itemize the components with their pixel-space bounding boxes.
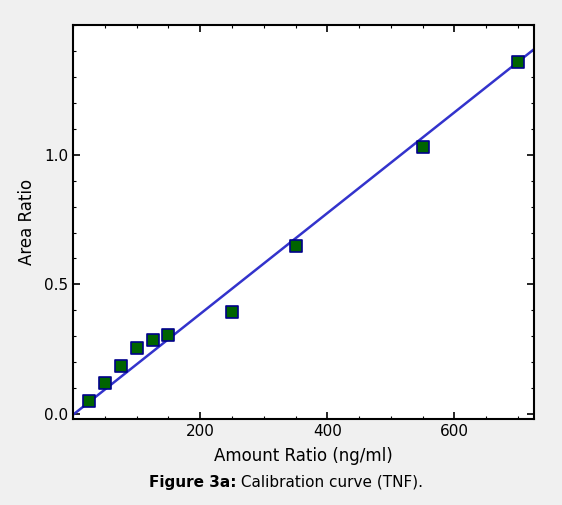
Point [164, 331, 173, 339]
Point [101, 379, 110, 387]
Text: Calibration curve (TNF).: Calibration curve (TNF). [236, 475, 423, 490]
Point [418, 143, 427, 151]
X-axis label: Amount Ratio (ng/ml): Amount Ratio (ng/ml) [214, 447, 393, 465]
Point [84, 397, 93, 405]
Point [291, 241, 300, 249]
Point [132, 344, 141, 352]
Point [514, 58, 523, 66]
Y-axis label: Area Ratio: Area Ratio [18, 179, 36, 265]
Point [228, 308, 237, 316]
Point [116, 362, 125, 370]
Point [148, 336, 157, 344]
Text: Figure 3a:: Figure 3a: [148, 475, 236, 490]
